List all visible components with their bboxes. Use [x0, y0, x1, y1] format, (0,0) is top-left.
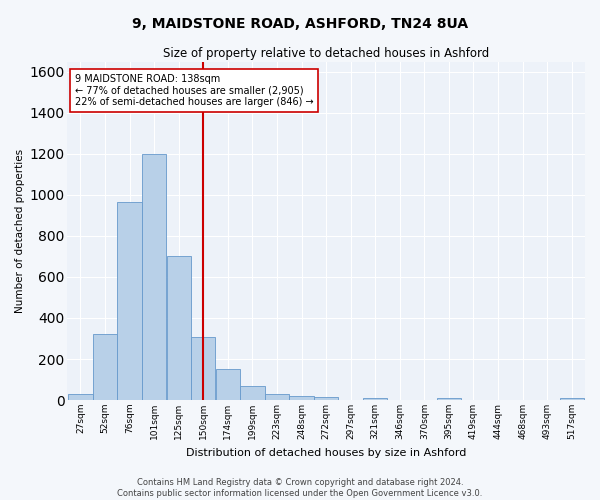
Title: Size of property relative to detached houses in Ashford: Size of property relative to detached ho… — [163, 48, 489, 60]
Text: Contains HM Land Registry data © Crown copyright and database right 2024.
Contai: Contains HM Land Registry data © Crown c… — [118, 478, 482, 498]
Text: 9 MAIDSTONE ROAD: 138sqm
← 77% of detached houses are smaller (2,905)
22% of sem: 9 MAIDSTONE ROAD: 138sqm ← 77% of detach… — [75, 74, 314, 106]
Y-axis label: Number of detached properties: Number of detached properties — [15, 149, 25, 313]
Bar — [560, 398, 584, 400]
Bar — [240, 386, 265, 400]
Bar — [118, 202, 142, 400]
Text: 9, MAIDSTONE ROAD, ASHFORD, TN24 8UA: 9, MAIDSTONE ROAD, ASHFORD, TN24 8UA — [132, 18, 468, 32]
Bar — [167, 256, 191, 400]
Bar — [191, 338, 215, 400]
Bar — [289, 396, 314, 400]
Bar — [142, 154, 166, 400]
Bar — [216, 368, 240, 400]
Bar — [363, 398, 388, 400]
Bar — [314, 397, 338, 400]
Bar — [437, 398, 461, 400]
Bar — [68, 394, 92, 400]
Bar — [93, 334, 117, 400]
Bar — [265, 394, 289, 400]
X-axis label: Distribution of detached houses by size in Ashford: Distribution of detached houses by size … — [186, 448, 466, 458]
